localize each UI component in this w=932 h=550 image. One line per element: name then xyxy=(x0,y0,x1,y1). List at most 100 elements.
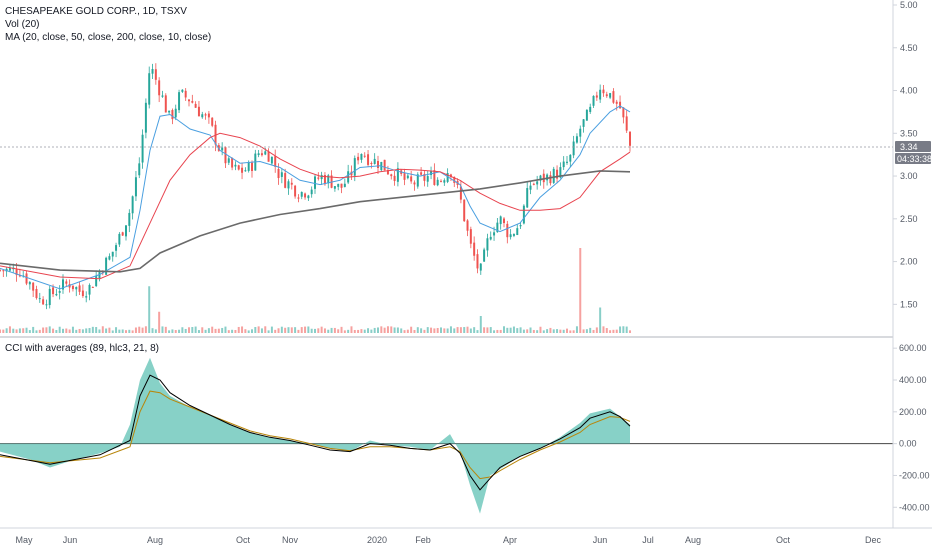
candle-body xyxy=(453,176,456,183)
volume-bar xyxy=(2,329,5,333)
volume-bar xyxy=(284,327,287,333)
volume-bar xyxy=(400,328,403,333)
candle-body xyxy=(88,284,91,295)
volume-bar xyxy=(168,330,171,333)
cci-legend[interactable]: CCI with averages (89, hlc3, 21, 8) xyxy=(5,343,159,354)
candle-body xyxy=(52,287,55,295)
candle-body xyxy=(214,124,217,145)
time-axis[interactable]: May Jun Aug Oct Nov 2020 Feb Apr Jun Jul Aug Oct Dec xyxy=(15,535,881,545)
cci-tick-label: -400.00 xyxy=(899,502,930,512)
candle-body xyxy=(91,286,94,288)
volume-bar xyxy=(363,329,366,333)
candle-body xyxy=(479,263,482,271)
volume-bar xyxy=(287,327,290,333)
cci-axis[interactable]: 600.00 400.00 200.00 0.00 -200.00 -400.00 xyxy=(893,343,930,512)
volume-bar xyxy=(125,330,127,333)
candle-body xyxy=(181,89,184,92)
volume-bar xyxy=(612,329,615,333)
candle-body xyxy=(579,128,582,137)
volume-bar xyxy=(559,329,562,333)
volume-bar xyxy=(575,326,578,333)
candle-body xyxy=(111,251,114,257)
candle-body xyxy=(148,73,151,105)
candle-body xyxy=(615,101,618,104)
candle-body xyxy=(562,161,565,168)
countdown-badge-bg xyxy=(895,152,931,164)
volume-bar xyxy=(383,327,386,333)
candle-body xyxy=(413,182,416,185)
volume-legend[interactable]: Vol (20) xyxy=(5,19,39,30)
candle-body xyxy=(0,269,1,271)
volume-bar xyxy=(423,329,426,333)
candle-body xyxy=(221,147,224,151)
volume-bar xyxy=(108,327,111,333)
volume-bar xyxy=(234,330,237,333)
candle-body xyxy=(234,164,237,167)
volume-bar xyxy=(493,330,496,333)
candle-body xyxy=(476,254,479,269)
volume-bar xyxy=(459,327,462,333)
candle-body xyxy=(128,212,131,226)
volume-bar xyxy=(609,330,612,333)
candle-body xyxy=(310,189,313,195)
candle-body xyxy=(115,245,118,251)
ma-legend[interactable]: MA (20, close, 50, close, 200, close, 10… xyxy=(5,32,211,43)
volume-bar xyxy=(529,327,532,333)
volume-bar xyxy=(194,326,197,333)
price-tick-label: 3.50 xyxy=(900,128,918,138)
candle-body xyxy=(463,199,466,222)
volume-bar xyxy=(310,328,313,333)
candle-body xyxy=(32,282,35,291)
cci-average-line xyxy=(0,390,631,480)
volume-bar xyxy=(8,326,11,333)
volume-bar xyxy=(48,326,51,333)
time-tick-label: Aug xyxy=(685,535,701,545)
volume-bar xyxy=(71,326,74,333)
volume-bar xyxy=(579,248,582,333)
candle-body xyxy=(168,110,171,113)
candle-body xyxy=(370,163,373,165)
candle-body xyxy=(629,131,631,146)
candle-body xyxy=(164,95,167,113)
candle-body xyxy=(393,175,396,181)
candle-body xyxy=(575,136,578,143)
candle-body xyxy=(300,191,303,197)
volume-bar xyxy=(585,329,588,333)
volume-bar xyxy=(294,327,297,333)
candle-body xyxy=(493,232,496,236)
volume-bar xyxy=(251,329,253,333)
countdown-value: 04:33:38 xyxy=(897,154,932,164)
candle-body xyxy=(373,158,376,164)
price-axis[interactable]: 5.00 4.50 4.00 3.50 3.00 2.50 2.00 1.50 xyxy=(893,0,918,309)
price-tick-label: 4.00 xyxy=(900,86,918,96)
volume-bar xyxy=(214,328,217,333)
volume-bar xyxy=(526,329,529,333)
volume-bar xyxy=(469,328,472,333)
candle-body xyxy=(48,288,51,306)
volume-bar xyxy=(300,327,303,333)
volume-bar xyxy=(75,329,78,333)
volume-bar xyxy=(466,326,469,333)
candle-body xyxy=(532,183,535,185)
volume-bar xyxy=(320,326,323,333)
candle-body xyxy=(569,154,572,162)
volume-bar xyxy=(340,326,343,333)
candle-body xyxy=(95,276,98,287)
volume-bar xyxy=(420,328,423,333)
volume-bar xyxy=(536,330,539,333)
candle-body xyxy=(410,176,413,182)
candle-body xyxy=(55,293,58,296)
volume-bar xyxy=(148,286,151,333)
candle-body xyxy=(589,106,592,112)
volume-bar xyxy=(201,327,204,333)
volume-bar xyxy=(98,329,101,333)
candle-body xyxy=(227,158,230,163)
volume-bar xyxy=(615,329,618,333)
volume-bar xyxy=(496,329,499,333)
candle-body xyxy=(241,167,244,173)
symbol-legend[interactable]: CHESAPEAKE GOLD CORP., 1D, TSXV xyxy=(5,6,187,17)
candle-body xyxy=(536,181,539,185)
volume-bar xyxy=(224,326,227,333)
volume-bar xyxy=(314,328,316,333)
